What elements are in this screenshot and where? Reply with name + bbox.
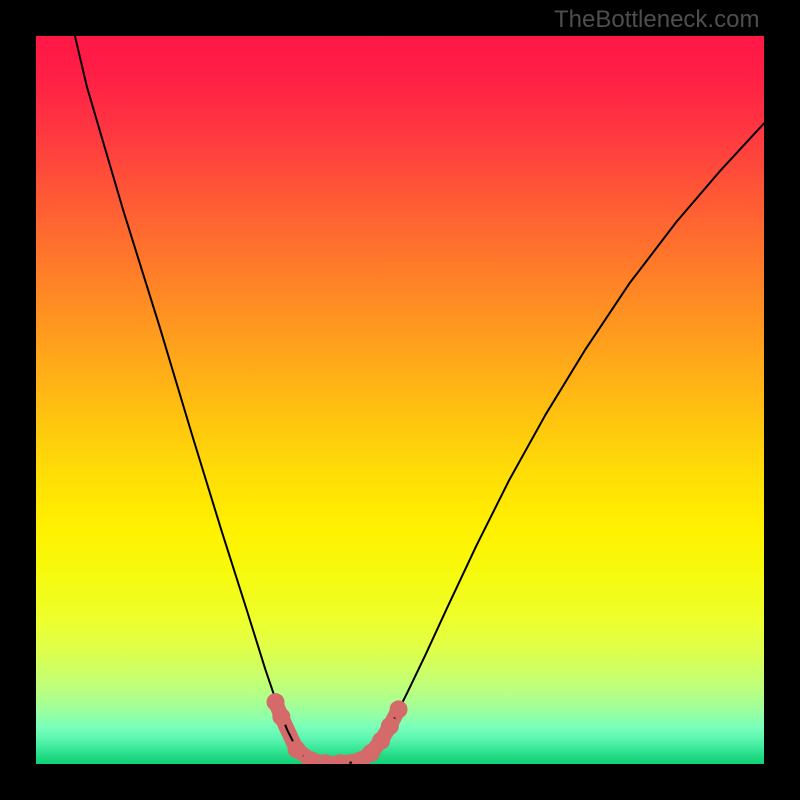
plot-area — [36, 36, 764, 764]
chart-svg — [36, 36, 764, 764]
marker-dot — [272, 708, 290, 726]
watermark-text: TheBottleneck.com — [554, 6, 759, 34]
marker-dot — [390, 700, 408, 718]
marker-dot — [288, 740, 306, 758]
marker-dot — [381, 717, 399, 735]
bottleneck-curve — [36, 36, 764, 764]
